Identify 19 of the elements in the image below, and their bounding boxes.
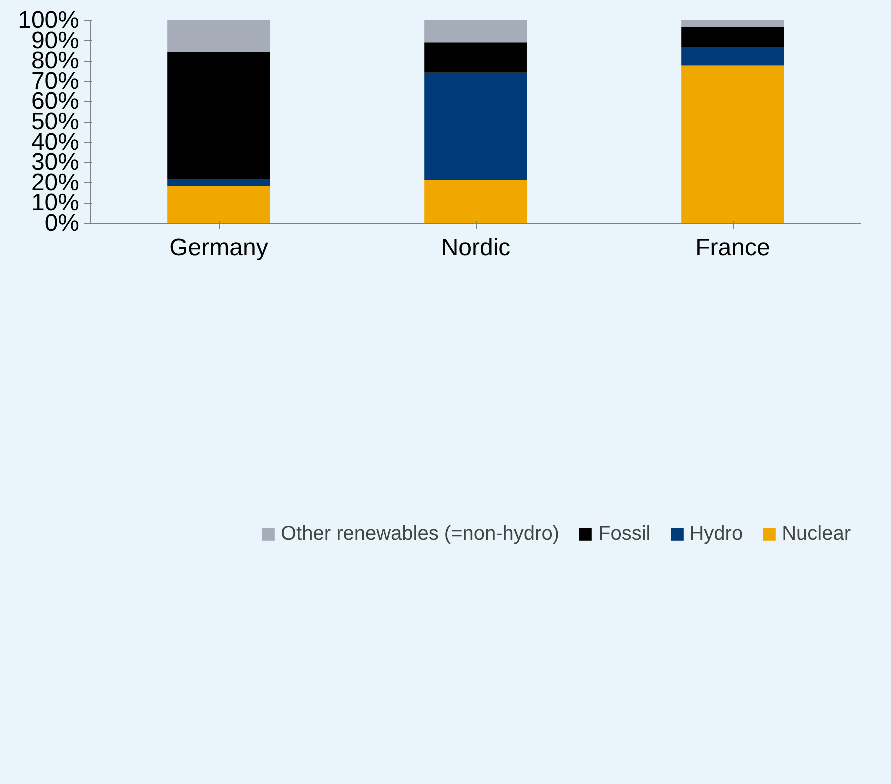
bar (168, 20, 270, 52)
x-tick-label: Germany (170, 234, 268, 262)
legend-label: Fossil (598, 522, 651, 546)
bar (424, 72, 528, 180)
x-tick-label: France (696, 234, 770, 262)
x-tick-label: Nordic (441, 234, 511, 262)
bar (424, 20, 528, 43)
bar (682, 20, 784, 28)
bar (168, 179, 270, 186)
bar (168, 52, 270, 180)
legend-label: Nuclear (782, 522, 851, 546)
legend-label: Hydro (690, 522, 744, 546)
bar (682, 47, 784, 66)
bar (424, 42, 528, 73)
bar (682, 27, 784, 48)
legend-label: Other renewables (=non-hydro) (281, 522, 560, 546)
bar (682, 66, 784, 224)
bar (424, 180, 528, 224)
bar (168, 186, 270, 224)
